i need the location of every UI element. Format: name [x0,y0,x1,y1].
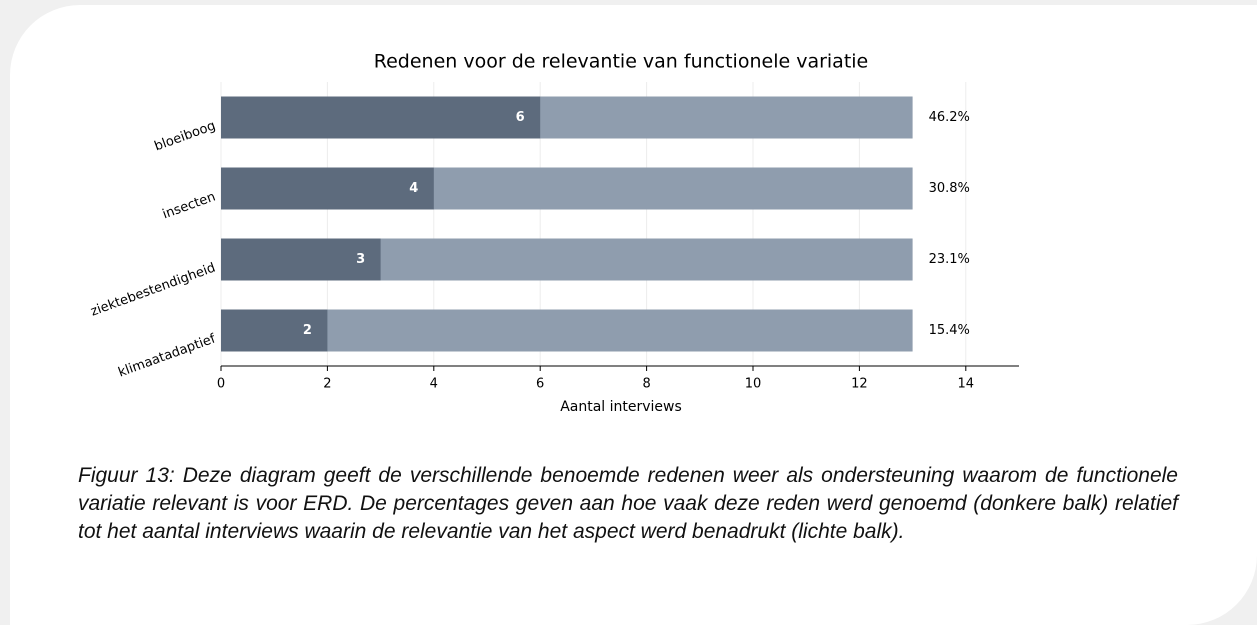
value-label: 2 [303,323,312,338]
y-tick-label: insecten [161,189,218,222]
x-tick-label: 10 [745,377,762,392]
x-tick-label: 8 [642,377,650,392]
y-tick-label: bloeiboog [152,118,217,154]
x-tick-label: 12 [851,377,868,392]
x-tick-label: 2 [323,377,331,392]
y-tick-label: klimaatadaptief [116,331,218,380]
value-label: 6 [516,110,525,125]
x-tick-label: 14 [958,377,975,392]
caption: Figuur 13: Deze diagram geeft de verschi… [78,464,1178,543]
x-tick-label: 6 [536,377,544,392]
bar [221,309,913,352]
percent-label: 46.2% [929,110,970,125]
y-tick-label: ziektebestendigheid [89,260,218,319]
x-axis-label: Aantal interviews [560,399,682,415]
bar [221,167,434,210]
percent-label: 15.4% [929,323,970,338]
bar [221,309,328,352]
value-label: 4 [409,181,418,196]
x-tick-label: 4 [430,377,438,392]
value-label: 3 [356,252,365,267]
chart-title: Redenen voor de relevantie van functione… [374,51,869,73]
bar [221,238,381,281]
x-tick-label: 0 [217,377,225,392]
percent-label: 30.8% [929,181,970,196]
percent-label: 23.1% [929,252,970,267]
bar [221,96,541,139]
